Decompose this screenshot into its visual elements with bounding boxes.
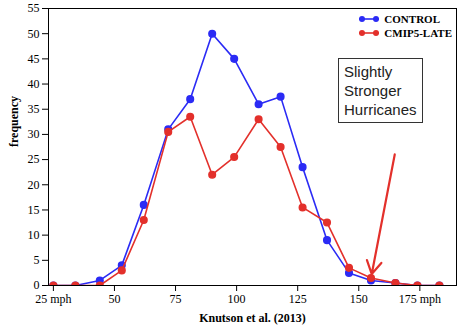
svg-text:125: 125 [289,292,307,306]
svg-text:25: 25 [28,152,40,166]
svg-text:50: 50 [28,27,40,41]
svg-text:45: 45 [28,52,40,66]
svg-text:5: 5 [34,253,40,267]
svg-text:30: 30 [28,127,40,141]
svg-text:100: 100 [228,292,246,306]
svg-text:25 mph: 25 mph [35,292,71,306]
svg-text:175 mph: 175 mph [399,292,441,306]
svg-text:150: 150 [350,292,368,306]
svg-text:frequency: frequency [7,96,21,147]
svg-text:55: 55 [28,1,40,15]
svg-text:10: 10 [28,228,40,242]
svg-text:35: 35 [28,102,40,116]
html-text:CONTROL: CONTROL [384,13,440,25]
svg-text:40: 40 [28,77,40,91]
svg-text:0: 0 [34,278,40,292]
svg-text:75: 75 [170,292,182,306]
html-text:Slightly Stronger Hurricanes: Slightly Stronger Hurricanes [344,63,417,118]
html-text:CMIP5-LATE: CMIP5-LATE [384,27,452,39]
svg-text:15: 15 [28,203,40,217]
svg-text:20: 20 [28,178,40,192]
svg-text:Knutson et al. (2013): Knutson et al. (2013) [199,311,306,325]
svg-text:50: 50 [108,292,120,306]
